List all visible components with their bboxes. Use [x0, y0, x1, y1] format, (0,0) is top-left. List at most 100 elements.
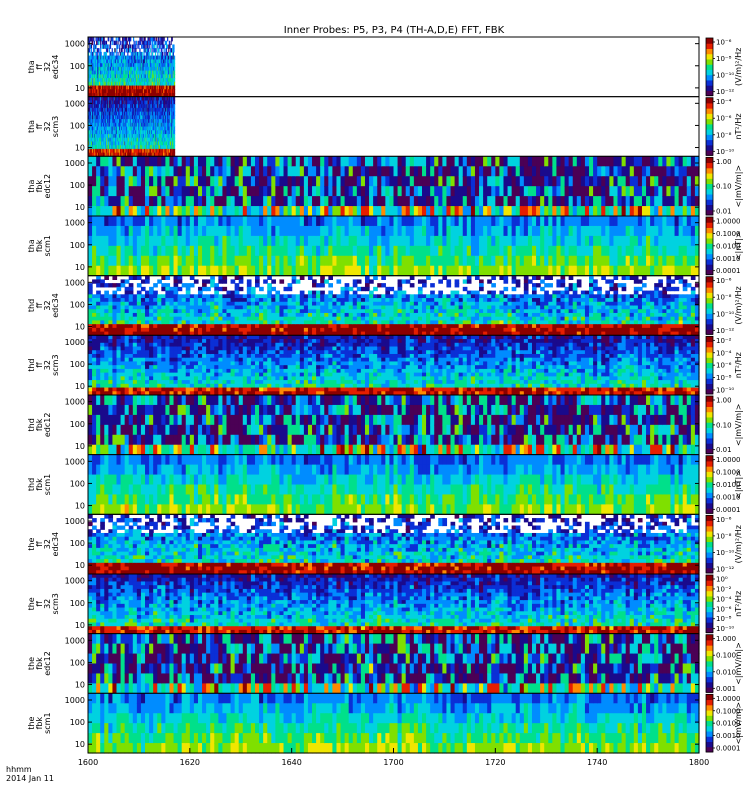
colorbar-tick-label: 0.10 — [716, 183, 732, 191]
panel-y-label: the — [27, 538, 36, 551]
colorbar-tick-label: 0.0100 — [716, 481, 741, 489]
spectrogram-the-ff32-edc34 — [88, 514, 700, 575]
y-tick-label: 10 — [75, 323, 85, 332]
x-axis-unit-label: hhmm — [6, 765, 32, 774]
panel-y-label: fbk — [35, 657, 44, 670]
panel-y-label: scm1 — [43, 474, 52, 495]
panel-y-label: edc12 — [43, 413, 52, 438]
panel-thd-fbk-edc12: 10 100 1000 thd fbk edc12 1.00 0.10 0.01<|mV/m|> — [27, 394, 743, 456]
panel-y-label: the — [27, 597, 36, 610]
colorbar-tick-label: 0.0010 — [716, 732, 741, 740]
y-tick-label: 100 — [70, 62, 85, 71]
y-tick-label: 100 — [70, 420, 85, 429]
y-tick-label: 100 — [70, 718, 85, 727]
y-tick-label: 1000 — [65, 338, 85, 347]
colorbar-tick-label: 0.1000 — [716, 707, 741, 715]
colorbar-label: <|mV/m|> — [734, 642, 743, 685]
spectrogram-the-fbk-scm1 — [88, 693, 700, 754]
colorbar-tick-label: 10⁻⁴ — [716, 98, 732, 106]
panel-thd-ff32-scm3: 10 100 1000 thd ff 32 scm3 10⁻² 10⁻⁴ 10⁻⁶ 10⁻⁸ 10⁻¹… — [27, 334, 743, 396]
panel-thd-fbk-scm1: 10 100 1000 thd fbk scm1 1.0000 0.1000 0.0100 0.0… — [27, 454, 743, 515]
panel-y-label: ff — [35, 541, 44, 547]
x-tick-label: 1800 — [689, 758, 709, 767]
colorbar-tick-label: 0.100 — [716, 652, 736, 660]
y-tick-label: 10 — [75, 502, 85, 511]
colorbar-label: nT²/Hz — [734, 352, 743, 378]
colorbar-tha-fbk-scm1: 1.0000 0.1000 0.0100 0.0010 0.0001 <|nT|> — [705, 216, 743, 275]
y-tick-label: 10 — [75, 84, 85, 93]
panel-y-label: tha — [27, 120, 36, 133]
panel-y-label: edc34 — [51, 532, 60, 557]
colorbar-tick-label: 10⁻⁸ — [716, 615, 732, 623]
y-tick-label: 100 — [70, 360, 85, 369]
panel-y-label: thd — [27, 359, 36, 372]
panel-y-label: scm3 — [51, 354, 60, 375]
colorbar-tick-label: 10⁻⁶ — [716, 362, 732, 370]
colorbar-tick-label: 0.0001 — [716, 267, 741, 275]
colorbar-tick-label: 10⁻⁶ — [716, 277, 732, 285]
y-tick-label: 10 — [75, 203, 85, 212]
y-tick-label: 100 — [70, 539, 85, 548]
panel-y-label: ff — [35, 601, 44, 607]
panel-y-label: tha — [27, 180, 36, 193]
chart-title: Inner Probes: P5, P3, P4 (TH-A,D,E) FFT,… — [284, 25, 505, 36]
colorbar-tick-label: 10⁻⁶ — [716, 115, 732, 123]
spectrogram-thd-fbk-edc12 — [88, 395, 700, 456]
colorbar-label: <|nT|> — [734, 231, 743, 260]
colorbar-tick-label: 0.0001 — [716, 506, 741, 514]
spectrogram-tha-fbk-scm1 — [88, 216, 700, 277]
x-axis-date-label: 2014 Jan 11 — [6, 774, 54, 783]
panel-y-label: 32 — [43, 121, 52, 131]
colorbar-label: (V/m)²/Hz — [734, 48, 743, 86]
colorbar-label: nT²/Hz — [734, 591, 743, 617]
panel-y-label: thd — [27, 478, 36, 491]
y-tick-label: 1000 — [65, 398, 85, 407]
colorbar-tick-label: 0.1000 — [716, 469, 741, 477]
spectrogram-thd-fbk-scm1 — [88, 454, 700, 515]
spectrogram-tha-fbk-edc12 — [88, 156, 700, 217]
colorbar-tick-label: 0.0001 — [716, 745, 741, 753]
y-tick-label: 100 — [70, 658, 85, 667]
panel-y-label: scm1 — [43, 712, 52, 733]
y-tick-label: 1000 — [65, 99, 85, 108]
y-tick-label: 1000 — [65, 636, 85, 645]
y-tick-label: 1000 — [65, 219, 85, 228]
colorbar-label: (V/m)²/Hz — [734, 525, 743, 563]
panel-y-label: edc12 — [43, 174, 52, 199]
spectrogram-tha-ff32-scm3 — [88, 96, 176, 157]
colorbar-label: nT²/Hz — [734, 113, 743, 139]
colorbar-tick-label: 0.010 — [716, 668, 736, 676]
colorbar-tick-label: 0.001 — [716, 685, 736, 693]
y-tick-label: 100 — [70, 479, 85, 488]
colorbar-tha-ff32-edc34: 10⁻⁶ 10⁻⁸ 10⁻¹⁰ 10⁻¹²(V/m)²/Hz — [705, 37, 743, 96]
colorbar-tick-label: 10⁰ — [716, 576, 728, 584]
colorbar-the-ff32-edc34: 10⁻⁶ 10⁻⁸ 10⁻¹⁰ 10⁻¹²(V/m)²/Hz — [705, 514, 743, 574]
colorbar-tick-label: 1.000 — [716, 635, 736, 643]
panel-y-label: thd — [27, 299, 36, 312]
y-tick-label: 1000 — [65, 577, 85, 586]
panel-y-label: edc34 — [51, 55, 60, 80]
spectrogram-thd-ff32-scm3 — [88, 335, 700, 396]
spectrogram-thd-ff32-edc34 — [88, 275, 700, 336]
y-tick-label: 1000 — [65, 40, 85, 49]
panel-y-label: tha — [27, 60, 36, 73]
y-tick-label: 100 — [70, 121, 85, 130]
panel-y-label: edc34 — [51, 293, 60, 318]
colorbar-thd-fbk-edc12: 1.00 0.10 0.01<|mV/m|> — [705, 395, 743, 454]
colorbar-label: <|mV/m|> — [734, 165, 743, 208]
colorbar-tick-label: 10⁻¹⁰ — [716, 549, 734, 557]
colorbar-tick-label: 0.0010 — [716, 493, 741, 501]
panel-tha-fbk-edc12: 10 100 1000 tha fbk edc12 1.00 0.10 0.01<|mV/m|> — [27, 155, 743, 217]
panel-y-label: thd — [27, 418, 36, 431]
colorbar-thd-ff32-edc34: 10⁻⁶ 10⁻⁸ 10⁻¹⁰ 10⁻¹²(V/m)²/Hz — [705, 276, 743, 335]
panel-the-ff32-edc34: 10 100 1000 the ff 32 edc34 10⁻⁶ 10⁻⁸ 10⁻¹⁰ 10⁻¹²(… — [27, 513, 743, 575]
panel-y-label: ff — [35, 123, 44, 129]
colorbar-tick-label: 1.00 — [716, 397, 732, 405]
colorbar-label: <|nT|> — [734, 470, 743, 499]
y-tick-label: 1000 — [65, 278, 85, 287]
panel-the-fbk-scm1: 10 100 1000 the fbk scm1 1.0000 0.1000 0.0100 0.0… — [27, 692, 743, 754]
y-tick-label: 1000 — [65, 159, 85, 168]
colorbar-tick-label: 10⁻¹⁰ — [716, 148, 734, 156]
